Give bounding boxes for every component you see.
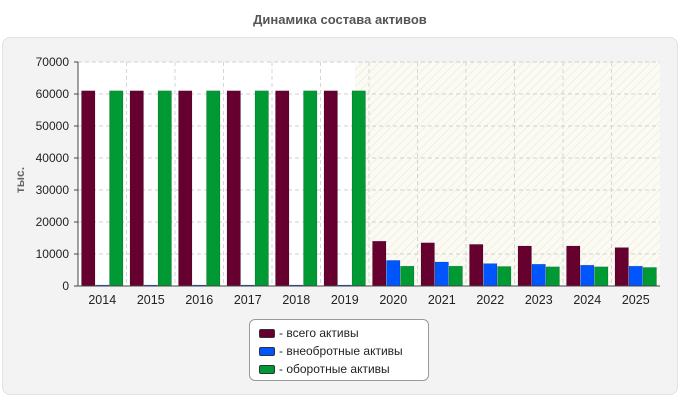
legend-label-current-assets: - оборотные активы — [279, 362, 390, 376]
bar — [594, 266, 609, 287]
legend-label-noncurrent-assets: - внеобротные активы — [279, 344, 403, 358]
bar — [275, 90, 290, 287]
y-tick-label: 10000 — [36, 247, 70, 261]
bar — [497, 266, 512, 287]
x-tick-label: 2024 — [573, 293, 601, 307]
bar — [483, 263, 498, 287]
y-tick-label: 20000 — [36, 215, 70, 229]
chart-title: Динамика состава активов — [253, 12, 427, 27]
legend-swatch-total-assets — [259, 328, 275, 338]
x-tick-label: 2025 — [622, 293, 650, 307]
bar — [469, 244, 484, 287]
x-tick-label: 2018 — [282, 293, 310, 307]
plot-area-hatch — [355, 62, 660, 286]
x-tick-label: 2017 — [234, 293, 262, 307]
x-tick-label: 2023 — [525, 293, 553, 307]
bar — [81, 90, 96, 287]
x-tick-label: 2022 — [476, 293, 504, 307]
bar — [566, 245, 581, 287]
legend-swatch-noncurrent-assets — [259, 346, 275, 356]
legend-swatch-current-assets — [259, 364, 275, 374]
bar — [303, 90, 318, 287]
bar — [642, 267, 657, 287]
bar — [531, 263, 546, 287]
bar — [226, 90, 241, 287]
bar — [614, 247, 629, 287]
bar — [254, 90, 269, 287]
bar — [420, 242, 435, 287]
bar — [178, 90, 193, 287]
bar — [206, 90, 221, 287]
bar — [545, 266, 560, 287]
x-tick-label: 2019 — [331, 293, 359, 307]
y-tick-label: 60000 — [36, 87, 70, 101]
chart-legend: - всего активы - внеобротные активы - об… — [249, 319, 429, 381]
bar — [372, 240, 387, 287]
legend-item-current-assets: - оборотные активы — [259, 360, 428, 378]
x-tick-label: 2015 — [137, 293, 165, 307]
bar — [628, 265, 643, 287]
bar — [580, 264, 595, 287]
bar — [517, 245, 532, 287]
y-tick-label: 30000 — [36, 183, 70, 197]
bar — [400, 265, 415, 287]
bar — [129, 90, 144, 287]
bar — [157, 90, 172, 287]
y-tick-label: 0 — [62, 279, 69, 293]
legend-item-noncurrent-assets: - внеобротные активы — [259, 342, 428, 360]
y-axis-label: тыс. — [13, 166, 27, 194]
x-tick-label: 2020 — [379, 293, 407, 307]
bar — [434, 261, 449, 287]
bar — [323, 90, 338, 287]
x-tick-label: 2014 — [88, 293, 116, 307]
legend-item-total-assets: - всего активы — [259, 324, 428, 342]
x-tick-label: 2016 — [185, 293, 213, 307]
y-tick-label: 40000 — [36, 151, 70, 165]
bar — [386, 260, 401, 287]
x-tick-label: 2021 — [428, 293, 456, 307]
bar — [448, 265, 463, 287]
legend-label-total-assets: - всего активы — [279, 326, 359, 340]
y-tick-label: 50000 — [36, 119, 70, 133]
bar — [109, 90, 124, 287]
y-tick-label: 70000 — [36, 55, 70, 69]
bar — [351, 90, 366, 287]
